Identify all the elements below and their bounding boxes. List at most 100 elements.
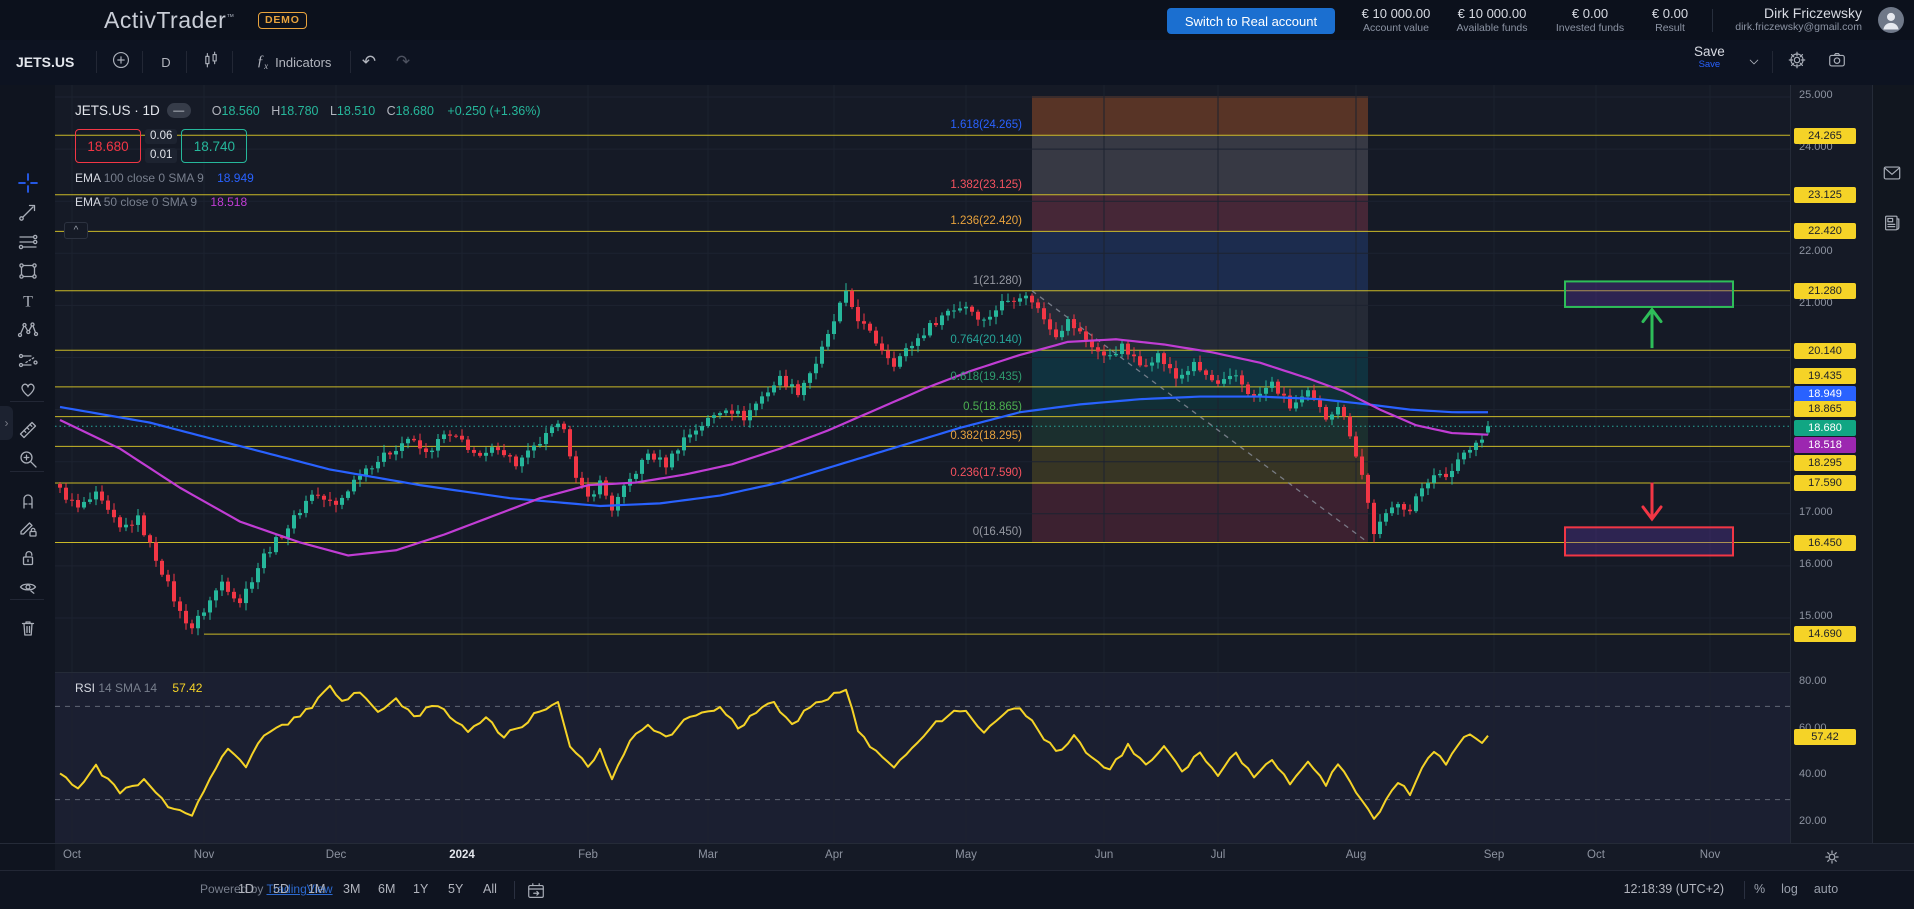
- rsi-bottom-separator: [0, 843, 1914, 844]
- favorites-heart-icon: [21, 383, 35, 397]
- svg-text:T: T: [23, 294, 33, 311]
- log-scale-button[interactable]: log: [1781, 882, 1798, 896]
- stat-available-funds: € 10 000.00 Available funds: [1456, 6, 1528, 34]
- fib-level-label: 0.382(18.295): [950, 430, 1022, 443]
- timeframe-1m[interactable]: 1M: [308, 882, 326, 896]
- mail-button[interactable]: [1882, 163, 1902, 188]
- tradingview-link[interactable]: TradingView: [266, 882, 333, 896]
- legend-collapse-button[interactable]: ^: [64, 222, 88, 239]
- pane-separator[interactable]: [55, 672, 1914, 673]
- timeframe-3m[interactable]: 3M: [343, 882, 361, 896]
- save-button[interactable]: Save Save: [1694, 44, 1725, 70]
- switch-to-real-button[interactable]: Switch to Real account: [1167, 8, 1335, 34]
- tool-trend-line[interactable]: [16, 200, 40, 224]
- price-badge: 19.435: [1794, 368, 1856, 384]
- time-axis-month: Jul: [1210, 849, 1226, 861]
- time-axis-month: Aug: [1345, 849, 1367, 861]
- timeframe-1d[interactable]: 1D: [238, 882, 254, 896]
- price-badge: 24.265: [1794, 128, 1856, 144]
- timeframe-5y[interactable]: 5Y: [448, 882, 464, 896]
- price-axis[interactable]: 25.00024.00023.00022.00021.00020.00019.0…: [1791, 85, 1872, 843]
- fib-level-label: 0.618(19.435): [950, 370, 1022, 383]
- axis-settings-button[interactable]: [1822, 847, 1842, 872]
- undo-button[interactable]: ↶: [361, 52, 377, 71]
- sidebar-collapse-tab[interactable]: ›: [0, 406, 13, 440]
- logo-text: ActivTrader: [104, 7, 227, 33]
- fib-level-label: 0.5(18.865): [963, 400, 1022, 413]
- tool-hide-all[interactable]: [16, 575, 40, 599]
- stat-invested-funds: € 0.00 Invested funds: [1555, 6, 1625, 34]
- time-axis-month: Feb: [578, 849, 598, 861]
- news-button[interactable]: [1882, 213, 1902, 238]
- tool-zoom-in[interactable]: [16, 447, 40, 471]
- price-badge: 18.295: [1794, 455, 1856, 471]
- interval-button[interactable]: D: [161, 54, 171, 70]
- trash-icon: [21, 621, 35, 636]
- chart-legend: JETS.US · 1D — O18.560 H18.780 L18.510 C…: [75, 103, 541, 211]
- timeframe-1y[interactable]: 1Y: [413, 882, 429, 896]
- header-divider: [1712, 9, 1713, 32]
- indicators-button[interactable]: ƒx Indicators: [256, 53, 332, 71]
- percent-scale-button[interactable]: %: [1754, 882, 1766, 896]
- time-axis-month: Oct: [63, 849, 81, 861]
- user-block[interactable]: Dirk Friczewsky dirk.friczewsky@gmail.co…: [1735, 5, 1862, 33]
- goto-date-button[interactable]: [526, 881, 546, 906]
- fib-level-label: 1(21.280): [972, 274, 1022, 287]
- timeframe-5d[interactable]: 5D: [273, 882, 289, 896]
- tool-trash[interactable]: [16, 616, 40, 640]
- redo-button[interactable]: ↷: [395, 52, 411, 71]
- chart-style-button[interactable]: [196, 40, 226, 84]
- legend-hide-toggle[interactable]: —: [166, 103, 191, 118]
- buy-button[interactable]: 18.740: [181, 129, 248, 163]
- tool-crosshair[interactable]: [16, 171, 40, 195]
- avatar[interactable]: [1878, 7, 1904, 33]
- price-badge: 21.280: [1794, 283, 1856, 299]
- spread-values: 0.06 0.01: [145, 129, 178, 163]
- tool-ruler[interactable]: [16, 418, 40, 442]
- tool-text-tool[interactable]: T: [16, 289, 40, 313]
- candles-icon: [201, 50, 221, 75]
- tool-draw-lock[interactable]: [16, 516, 40, 540]
- legend-symbol[interactable]: JETS.US · 1D: [75, 103, 160, 118]
- chevron-down-icon: [1749, 59, 1759, 65]
- tool-magnet[interactable]: [16, 487, 40, 511]
- time-axis[interactable]: Oct Nov Dec 2024 Feb Mar Apr May Jun Jul Aug Sep Oct…: [55, 844, 1914, 870]
- tool-fib-lines[interactable]: [16, 230, 40, 254]
- tool-shape-rectangle[interactable]: [16, 259, 40, 283]
- user-name: Dirk Friczewsky: [1764, 5, 1862, 21]
- zoom-in-icon: [20, 451, 37, 468]
- symbol-button[interactable]: JETS.US: [16, 54, 75, 70]
- sidebar-divider: [10, 401, 44, 402]
- tool-favorites-heart[interactable]: [16, 377, 40, 401]
- trend-line-icon: [19, 204, 36, 221]
- indicator-legend-ema100[interactable]: EMA 100 close 0 SMA 9 18.949: [75, 171, 254, 185]
- time-axis-month: Oct: [1587, 849, 1605, 861]
- drawing-toolbar: T: [0, 85, 56, 870]
- auto-scale-button[interactable]: auto: [1813, 882, 1839, 896]
- settings-button[interactable]: [1782, 40, 1812, 84]
- legend-ohlc: O18.560 H18.780 L18.510 C18.680 +0.250 (…: [211, 103, 541, 118]
- save-menu-chevron[interactable]: [1744, 40, 1764, 84]
- tool-lock-all[interactable]: [16, 546, 40, 570]
- session-clock[interactable]: 12:18:39 (UTC+2): [1623, 882, 1724, 896]
- lock-all-icon: [22, 551, 34, 566]
- timeframe-6m[interactable]: 6M: [378, 882, 396, 896]
- indicator-legend-ema50[interactable]: EMA 50 close 0 SMA 9 18.518: [75, 195, 248, 209]
- user-email: dirk.friczewsky@gmail.com: [1735, 21, 1862, 33]
- tool-xabcd-pattern[interactable]: [16, 318, 40, 342]
- timeframe-all[interactable]: All: [483, 882, 497, 896]
- fib-level-label: 0.236(17.590): [950, 467, 1022, 480]
- demo-badge: DEMO: [258, 12, 307, 29]
- tool-forecast[interactable]: [16, 348, 40, 372]
- rsi-legend[interactable]: RSI 14 SMA 14 57.42: [75, 681, 203, 695]
- rsi-pane-canvas[interactable]: [55, 672, 1790, 843]
- sell-button[interactable]: 18.680: [75, 129, 141, 163]
- screenshot-button[interactable]: [1822, 40, 1852, 84]
- add-symbol-button[interactable]: [106, 40, 136, 84]
- main-chart-canvas[interactable]: [55, 85, 1790, 672]
- stat-account-value: € 10 000.00 Account value: [1361, 6, 1431, 34]
- draw-lock-icon: [20, 522, 37, 537]
- right-icon-strip: [1873, 85, 1914, 843]
- time-axis-month: Mar: [698, 849, 718, 861]
- fib-level-label: 1.236(22.420): [950, 215, 1022, 228]
